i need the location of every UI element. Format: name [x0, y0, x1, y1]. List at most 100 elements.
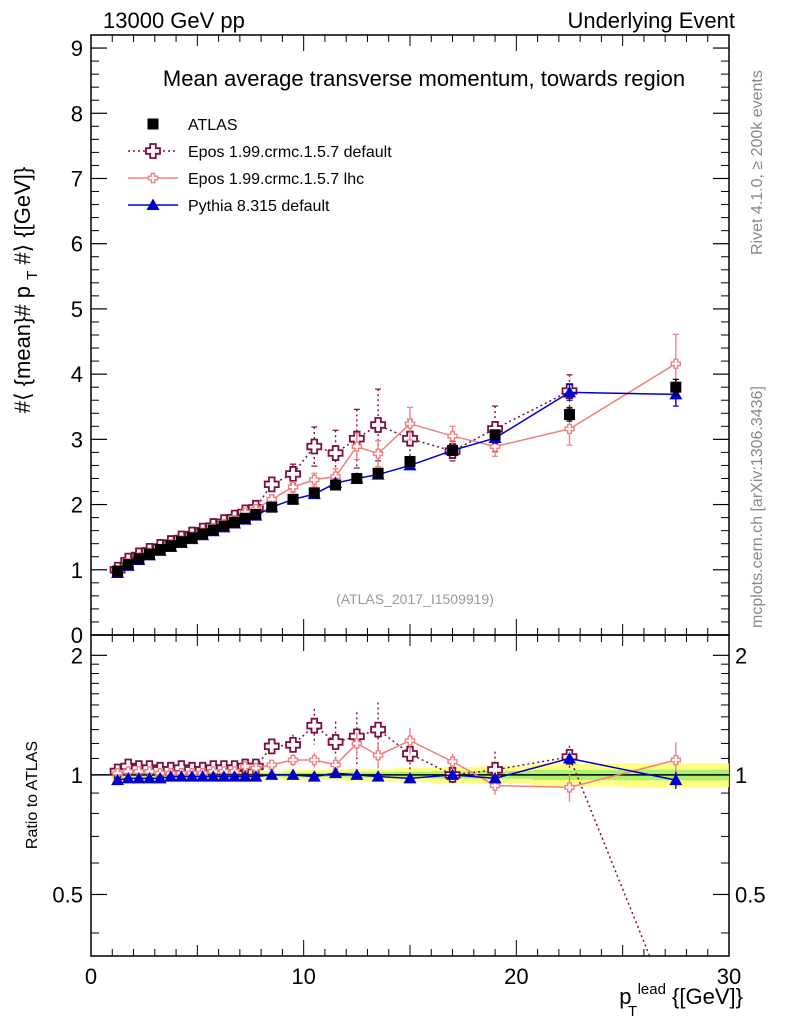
ratio-point [132, 771, 146, 784]
data-point [308, 487, 320, 499]
ratio-point [447, 756, 458, 767]
x-tick-label: 0 [85, 964, 97, 989]
y-tick-label: 5 [71, 297, 83, 322]
data-point [285, 466, 301, 482]
data-point [207, 524, 219, 536]
ratio-point [228, 770, 242, 782]
ratio-point [488, 771, 502, 784]
data-point [287, 481, 299, 493]
data-point [327, 445, 344, 461]
x-axis-label-base: p [619, 984, 631, 1009]
x-axis-label-sup: lead [638, 981, 666, 998]
data-point [186, 532, 198, 544]
data-point [670, 381, 682, 393]
ratio-point [239, 761, 251, 772]
ratio-point [217, 770, 231, 782]
ratio-point [196, 770, 210, 782]
ratio-point [206, 770, 220, 782]
legend-label: ATLAS [188, 117, 238, 134]
x-axis-label-post: {[GeV]} [672, 984, 743, 1009]
ratio-point [669, 773, 683, 786]
ratio-ylabel-wrap: Ratio to ATLAS [24, 741, 41, 849]
ratio-point [286, 768, 300, 780]
ratio-panel: 0 10 20 30 0.5 0.5 1 1 2 2 Ratio to ATLAS [24, 634, 766, 989]
x-axis-label: p lead {[GeV]} [619, 974, 743, 1009]
data-point [263, 476, 280, 493]
legend-marker [145, 143, 161, 159]
ratio-point [489, 780, 501, 791]
data-point [489, 441, 501, 452]
data-point [239, 512, 251, 524]
series-atlas [112, 378, 682, 577]
data-point [489, 429, 501, 441]
ratio-point [307, 770, 321, 782]
ratio-series-epos-1-99-crmc-1-5-7-default [109, 702, 651, 956]
ratio-point [263, 738, 280, 755]
ratio-point [238, 770, 252, 782]
x-tick-label: 30 [717, 964, 741, 989]
data-point [197, 528, 209, 540]
legend-entry-epos-1-99-crmc-1-5-7-default: Epos 1.99.crmc.1.5.7 default [128, 143, 392, 161]
main-data [109, 333, 683, 579]
ratio-tick-label: 1 [71, 763, 83, 788]
y-tick-label: 6 [71, 232, 83, 257]
ratio-point [287, 754, 299, 766]
ratio-tick-label-right: 1 [735, 763, 747, 788]
data-point [309, 474, 320, 485]
ratio-point [250, 762, 262, 774]
ratio-point [266, 759, 277, 771]
y-tick-label: 2 [71, 493, 83, 518]
ratio-point [111, 773, 125, 786]
data-point [447, 430, 458, 442]
y-axis-label-post: #⟩ {[GeV]} [10, 167, 35, 265]
x-tick-label: 20 [504, 964, 528, 989]
data-point [306, 438, 323, 455]
ratio-point [285, 736, 301, 753]
ratio-tick-label-right: 0.5 [735, 882, 766, 907]
chart-title: Mean average transverse momentum, toward… [163, 66, 685, 91]
ratio-point [121, 771, 135, 784]
ratio-point [330, 759, 341, 771]
ratio-tick-label: 0.5 [52, 882, 83, 907]
mcplots-label: mcplots.cern.ch [arXiv:1306.3436] [749, 386, 766, 628]
data-point [447, 444, 459, 456]
ratio-point [446, 768, 460, 780]
data-point [330, 479, 342, 491]
legend-entry-pythia-8-315-default: Pythia 8.315 default [128, 198, 330, 215]
series-line [117, 391, 676, 574]
ratio-point [249, 770, 263, 782]
ratio-point [153, 771, 167, 784]
y-tick-label: 1 [71, 558, 83, 583]
header-left: 13000 GeV pp [103, 8, 245, 33]
data-point [143, 548, 155, 560]
legend-marker [147, 118, 159, 130]
ratio-point [309, 754, 320, 766]
legend-marker [147, 172, 159, 184]
main-ticks: 0 1 2 3 4 5 6 7 8 9 [71, 34, 730, 648]
y-axis-label: #⟨ {mean}# p T #⟩ {[GeV]} [10, 167, 42, 414]
ratio-point [370, 721, 387, 738]
ratio-point [371, 770, 385, 782]
ratio-point [350, 768, 364, 780]
ratio-ylabel: Ratio to ATLAS [24, 741, 41, 849]
data-point [218, 520, 230, 532]
data-point [563, 385, 576, 398]
ratio-ticks: 0 10 20 30 0.5 0.5 1 1 2 2 [52, 635, 766, 989]
ratio-data [109, 702, 683, 956]
ratio-point [487, 761, 503, 778]
data-point [175, 536, 187, 548]
legend-label: Epos 1.99.crmc.1.5.7 default [188, 144, 392, 161]
ratio-tick-label: 2 [71, 643, 83, 668]
ratio-point [372, 750, 384, 761]
legend-marker [146, 198, 160, 210]
ratio-point [142, 771, 156, 784]
y-axis-label-sub: T [24, 271, 41, 280]
data-point [351, 441, 363, 452]
data-point [370, 417, 387, 433]
data-point [266, 501, 278, 513]
ratio-point [329, 766, 343, 779]
ratio-point [404, 735, 416, 746]
y-axis-label-pre: #⟨ {mean}# p [10, 286, 35, 413]
